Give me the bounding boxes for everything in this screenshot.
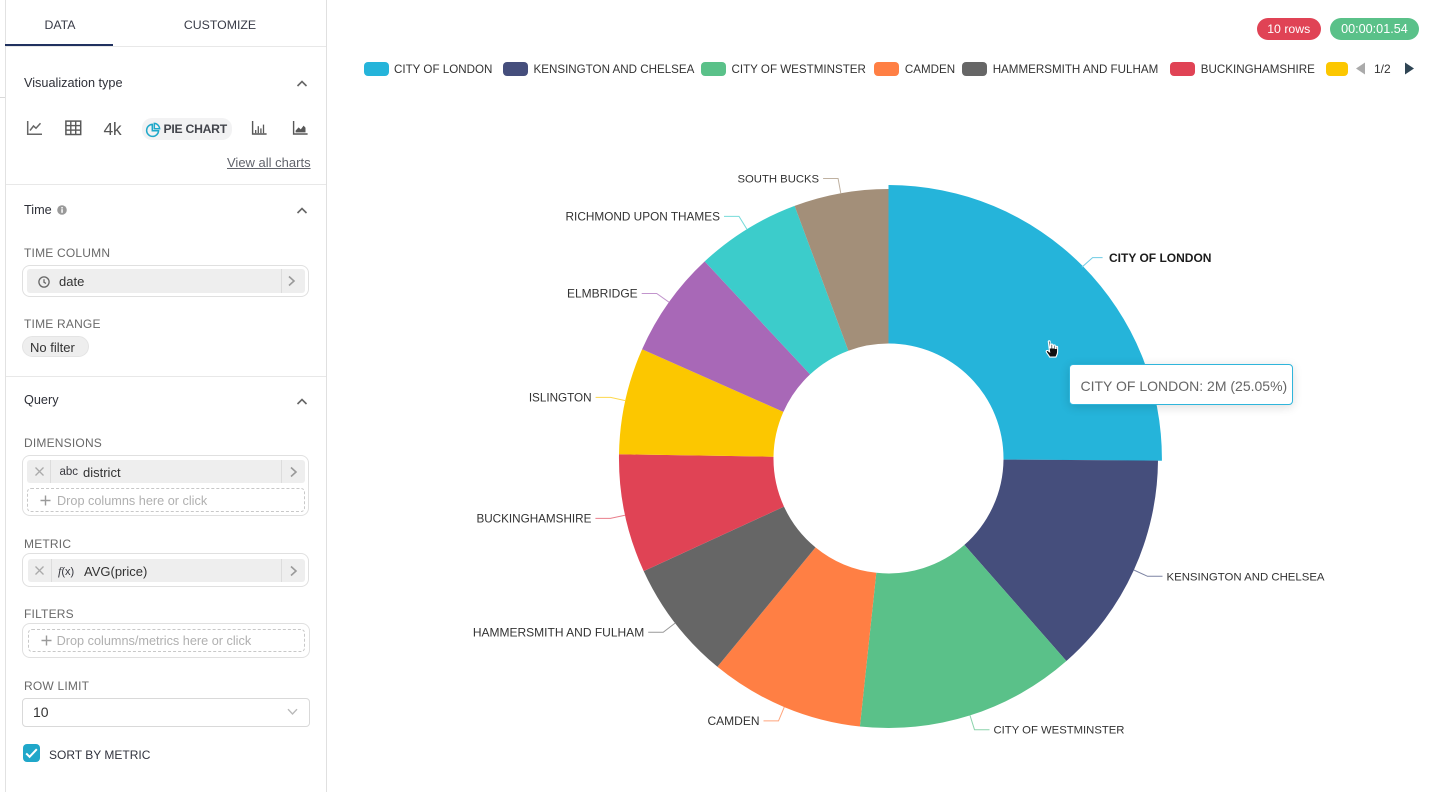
svg-text:HAMMERSMITH AND FULHAM: HAMMERSMITH AND FULHAM bbox=[473, 625, 644, 639]
svg-text:CITY OF WESTMINSTER: CITY OF WESTMINSTER bbox=[994, 725, 1125, 737]
svg-text:BUCKINGHAMSHIRE: BUCKINGHAMSHIRE bbox=[476, 512, 591, 525]
svg-text:CAMDEN: CAMDEN bbox=[707, 714, 759, 728]
svg-text:CITY OF LONDON: CITY OF LONDON bbox=[1109, 251, 1211, 265]
svg-text:SOUTH BUCKS: SOUTH BUCKS bbox=[737, 174, 819, 186]
svg-text:ELMBRIDGE: ELMBRIDGE bbox=[567, 287, 638, 301]
svg-text:RICHMOND UPON THAMES: RICHMOND UPON THAMES bbox=[566, 209, 721, 223]
svg-text:ISLINGTON: ISLINGTON bbox=[529, 391, 592, 404]
svg-text:KENSINGTON AND CHELSEA: KENSINGTON AND CHELSEA bbox=[1167, 571, 1325, 583]
